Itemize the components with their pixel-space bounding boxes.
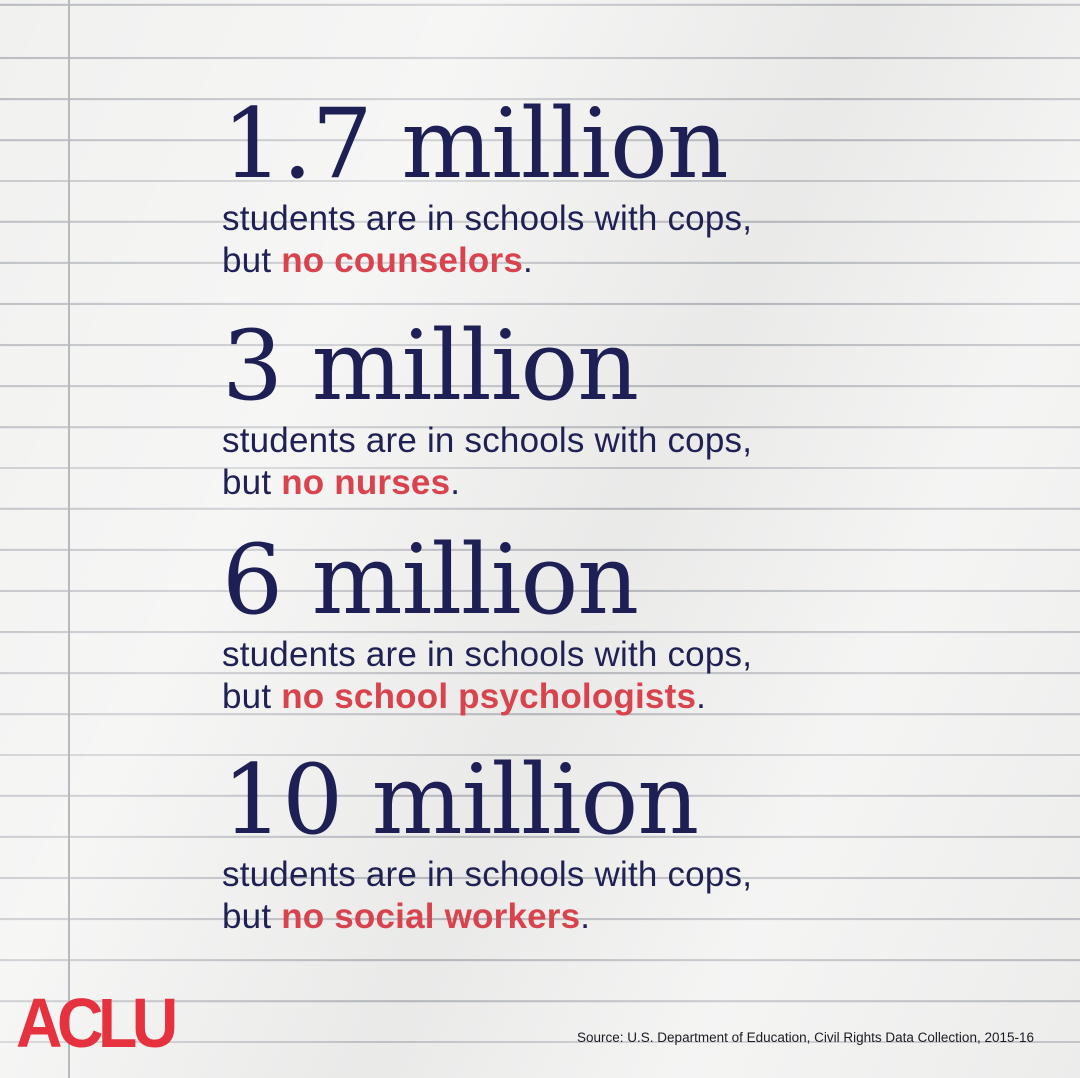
stat-suffix: . [580,897,591,936]
stat-block-nurses: 3 million students are in schools with c… [222,318,1002,504]
stat-highlight: no school psychologists [281,677,697,716]
stat-line-1: students are in schools with cops, [222,199,753,238]
stat-prefix: but [222,463,282,502]
stat-line-2: but no counselors. [222,240,1002,282]
stat-figure: 3 million [222,310,639,422]
stat-line-2: but no school psychologists. [222,676,1002,718]
paper-margin-line [68,0,70,1078]
stat-suffix: . [523,241,533,280]
stat-line-1: students are in schools with cops, [222,635,753,674]
stat-suffix: . [450,463,461,502]
stat-description: students are in schools with cops, but n… [222,634,1002,718]
stat-figure: 10 million [222,744,699,856]
stat-highlight: no social workers [281,897,581,936]
stat-figure: 1.7 million [222,88,729,200]
stat-description: students are in schools with cops, but n… [222,198,1002,282]
stat-description: students are in schools with cops, but n… [222,420,1002,504]
source-citation: Source: U.S. Department of Education, Ci… [577,1030,1034,1045]
stat-prefix: but [222,897,282,936]
stat-block-social-workers: 10 million students are in schools with … [222,752,1002,938]
stat-highlight: no counselors [281,241,523,280]
stat-prefix: but [222,241,282,280]
stat-prefix: but [222,677,282,716]
stat-suffix: . [696,677,707,716]
stat-line-2: but no social workers. [222,896,1002,938]
stat-line-1: students are in schools with cops, [222,421,753,460]
stat-figure: 6 million [222,524,639,636]
stat-highlight: no nurses [281,463,451,502]
aclu-logo: ACLU [16,984,178,1062]
stat-description: students are in schools with cops, but n… [222,854,1002,938]
stat-line-2: but no nurses. [222,462,1002,504]
stat-line-1: students are in schools with cops, [222,855,753,894]
stat-block-counselors: 1.7 million students are in schools with… [222,96,1002,282]
stat-block-psychologists: 6 million students are in schools with c… [222,532,1002,718]
